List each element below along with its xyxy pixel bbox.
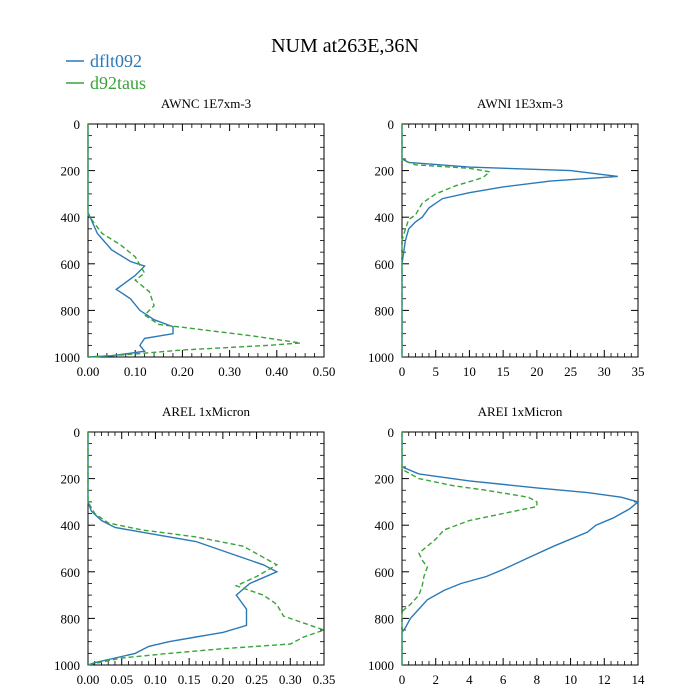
x-tick-label: 0.30 [279, 672, 302, 687]
x-tick-label: 0.50 [313, 364, 336, 379]
y-tick-label: 800 [61, 303, 81, 318]
y-tick-label: 0 [388, 425, 395, 440]
plot-frame [87, 123, 325, 358]
y-tick-label: 0 [388, 117, 395, 132]
plot-frame [401, 123, 639, 358]
series-line-dflt092 [87, 124, 174, 358]
panel-3: AREL 1xMicron 0.00 0.05 0.10 0.15 0.20 0.25 0.3… [54, 404, 335, 687]
y-tick-label: 400 [61, 518, 81, 533]
chart-title: NUM at263E,36N [271, 35, 419, 57]
plot-frame [401, 431, 639, 666]
y-tick-label: 200 [61, 164, 81, 179]
y-tick-label: 800 [61, 611, 81, 626]
y-tick-label: 800 [375, 611, 395, 626]
y-tick-label: 1000 [368, 350, 394, 365]
y-tick-label: 1000 [368, 658, 394, 673]
panel-4: AREI 1xMicron 0 2 4 6 8 10 12 14 0 200 400 600 800 100… [368, 404, 645, 687]
x-tick-label: 10 [564, 672, 577, 687]
x-tick-label: 15 [497, 364, 510, 379]
panel-title: AWNI 1E3xm-3 [477, 96, 563, 111]
panel-title: AREL 1xMicron [162, 404, 250, 419]
y-tick-label: 1000 [54, 350, 80, 365]
x-tick-label: 14 [632, 672, 646, 687]
series-line-dflt092 [401, 124, 618, 357]
x-tick-label: 0.20 [171, 364, 194, 379]
x-tick-label: 0.20 [211, 672, 234, 687]
x-tick-label: 0.10 [124, 364, 147, 379]
x-tick-label: 0 [399, 364, 406, 379]
x-tick-label: 5 [432, 364, 439, 379]
y-tick-label: 600 [375, 257, 395, 272]
series-line-d92taus [401, 124, 492, 357]
y-tick-label: 200 [61, 472, 81, 487]
panel-title: AREI 1xMicron [478, 404, 563, 419]
x-tick-label: 4 [466, 672, 473, 687]
y-tick-label: 400 [61, 210, 81, 225]
plot-frame [87, 431, 325, 666]
series-line-d92taus [87, 432, 327, 666]
x-tick-label: 0.10 [144, 672, 167, 687]
x-tick-label: 0.25 [245, 672, 268, 687]
y-tick-label: 800 [375, 303, 395, 318]
legend-label-d92taus: d92taus [90, 73, 146, 93]
x-tick-label: 30 [598, 364, 611, 379]
y-tick-label: 0 [74, 117, 81, 132]
panel-title: AWNC 1E7xm-3 [161, 96, 251, 111]
x-tick-label: 20 [530, 364, 543, 379]
y-tick-label: 600 [61, 565, 81, 580]
series-line-d92taus [401, 432, 538, 665]
y-tick-label: 200 [375, 164, 395, 179]
x-tick-label: 0.05 [110, 672, 133, 687]
x-tick-label: 2 [432, 672, 439, 687]
y-tick-label: 400 [375, 518, 395, 533]
y-tick-label: 400 [375, 210, 395, 225]
panel-2: AWNI 1E3xm-3 0 5 10 15 20 25 30 35 0 200 400 600 800 1… [368, 96, 645, 379]
y-tick-label: 1000 [54, 658, 80, 673]
x-tick-label: 0 [399, 672, 406, 687]
series-line-dflt092 [87, 432, 279, 666]
y-tick-label: 0 [74, 425, 81, 440]
y-tick-label: 600 [375, 565, 395, 580]
x-tick-label: 0.15 [178, 672, 201, 687]
panels: AWNC 1E7xm-30.00 0.10 0.20 0.30 0.40 0.500200… [54, 96, 645, 687]
x-tick-label: 0.00 [77, 672, 100, 687]
series-line-d92taus [87, 124, 301, 358]
x-tick-label: 8 [534, 672, 541, 687]
x-tick-label: 10 [463, 364, 476, 379]
legend: dflt092 d92taus [66, 51, 146, 93]
x-tick-label: 25 [564, 364, 577, 379]
panel-1: AWNC 1E7xm-3 0.00 0.10 0.20 0.30 0.40 0.50 0 200… [54, 96, 335, 379]
x-tick-label: 0.30 [218, 364, 241, 379]
x-tick-label: 0.00 [77, 364, 100, 379]
x-tick-label: 0.40 [265, 364, 288, 379]
x-tick-label: 0.35 [313, 672, 336, 687]
x-tick-label: 35 [632, 364, 645, 379]
x-tick-label: 12 [598, 672, 611, 687]
series-line-dflt092 [401, 432, 640, 665]
legend-label-dflt092: dflt092 [90, 51, 142, 71]
y-tick-label: 200 [375, 472, 395, 487]
y-tick-label: 600 [61, 257, 81, 272]
x-tick-label: 6 [500, 672, 507, 687]
